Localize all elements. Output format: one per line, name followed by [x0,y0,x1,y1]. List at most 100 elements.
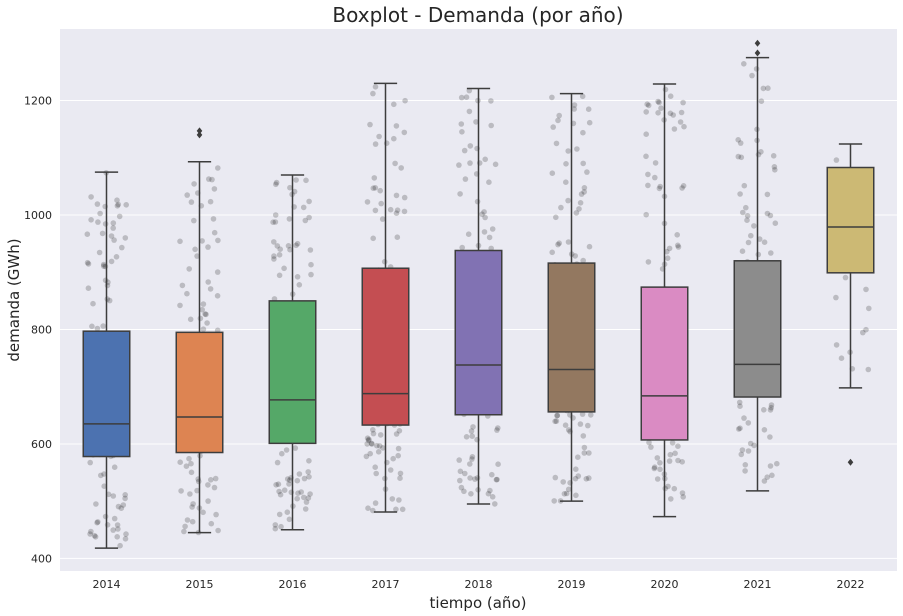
jitter-point [583,476,590,482]
jitter-point [651,465,658,472]
box-iqr [547,262,596,413]
jitter-point [656,99,662,106]
jitter-point [100,261,107,268]
jitter-point [667,110,674,117]
jitter-point [469,433,476,440]
jitter-point [577,200,584,206]
jitter-point [190,501,196,507]
jitter-point [372,464,379,471]
jitter-point [187,491,193,497]
jitter-point [296,471,303,477]
jitter-point [92,534,99,540]
jitter-point [760,85,767,92]
jitter-point [274,243,281,249]
jitter-point [372,500,379,506]
jitter-point [771,164,778,170]
jitter-point [736,426,742,432]
jitter-point [182,523,188,530]
jitter-point [199,238,205,244]
box-iqr [82,330,131,458]
jitter-point [675,457,681,464]
jitter-point [735,153,742,160]
jitter-point [655,98,661,105]
jitter-point [495,461,501,468]
jitter-point [761,239,768,245]
jitter-point [292,445,299,451]
jitter-point [215,237,221,244]
jitter-point [668,496,674,502]
jitter-point [393,210,400,216]
box-2014 [82,171,131,549]
jitter-point [102,221,109,227]
jitter-point [654,476,661,482]
jitter-point [94,325,101,332]
jitter-point [123,202,129,208]
jitter-point [736,399,743,406]
jitter-point [89,323,95,330]
jitter-point [397,475,403,482]
jitter-point [294,240,301,247]
jitter-point [769,472,775,479]
jitter-point [495,425,501,431]
jitter-point [208,520,215,527]
jitter-point [741,182,748,189]
jitter-point [383,140,390,146]
jitter-point [393,192,400,199]
jitter-point [494,476,500,483]
jitter-point [375,449,382,455]
jitter-point [114,522,121,528]
jitter-point [481,229,488,235]
jitter-point [373,470,380,477]
jitter-point [305,495,312,501]
jitter-point [307,491,313,497]
jitter-point [465,231,472,237]
jitter-point [679,185,685,191]
jitter-point [184,517,191,523]
x-tick-label: 2015 [186,578,214,591]
jitter-point [210,216,217,222]
jitter-point [108,233,115,239]
jitter-point [743,204,749,211]
jitter-point [370,427,376,433]
jitter-point [833,342,840,348]
jitter-point [271,239,277,245]
jitter-point [485,490,492,497]
jitter-point [457,191,463,197]
jitter-point [467,160,473,166]
box-iqr [733,260,782,398]
y-axis-label: demanda (GWh) [5,238,23,361]
jitter-point [365,437,372,444]
jitter-point [573,210,580,216]
jitter-point [553,214,559,221]
x-tick-label: 2017 [372,578,400,591]
jitter-point [308,271,314,278]
jitter-point [303,499,310,505]
jitter-point [97,210,103,217]
jitter-point [302,506,309,512]
jitter-point [91,532,98,539]
jitter-point [768,402,775,408]
jitter-point [644,101,650,107]
y-tick-label: 600 [31,438,52,451]
jitter-point [207,198,214,205]
jitter-point [643,131,649,137]
jitter-point [98,472,104,479]
jitter-point [772,167,778,173]
jitter-point [211,186,218,192]
jitter-point [666,245,673,252]
jitter-point [214,269,221,275]
jitter-point [735,137,741,143]
jitter-point [191,217,197,224]
jitter-point [284,476,291,482]
boxes [82,39,875,549]
jitter-point [588,412,594,418]
jitter-point [85,285,92,292]
jitter-point [581,185,588,191]
jitter-point [774,460,780,467]
jitter-point [278,523,284,530]
jitter-point [279,450,285,457]
jitter-point [664,255,671,261]
jitter-point [744,213,751,219]
jitter-point [276,272,283,279]
jitter-point [396,497,402,503]
